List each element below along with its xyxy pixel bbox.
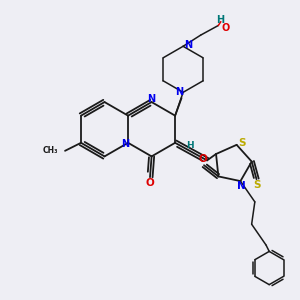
Text: N: N [175, 87, 183, 97]
Text: N: N [184, 40, 192, 50]
Text: N: N [237, 181, 245, 191]
Text: O: O [221, 23, 230, 33]
Text: O: O [146, 178, 154, 188]
Text: O: O [198, 154, 207, 164]
Text: N: N [122, 139, 130, 149]
Text: CH₃: CH₃ [43, 146, 58, 155]
Text: H: H [216, 15, 224, 25]
Text: S: S [238, 138, 245, 148]
Text: H: H [186, 141, 194, 150]
Text: S: S [253, 180, 260, 190]
Text: N: N [148, 94, 156, 104]
